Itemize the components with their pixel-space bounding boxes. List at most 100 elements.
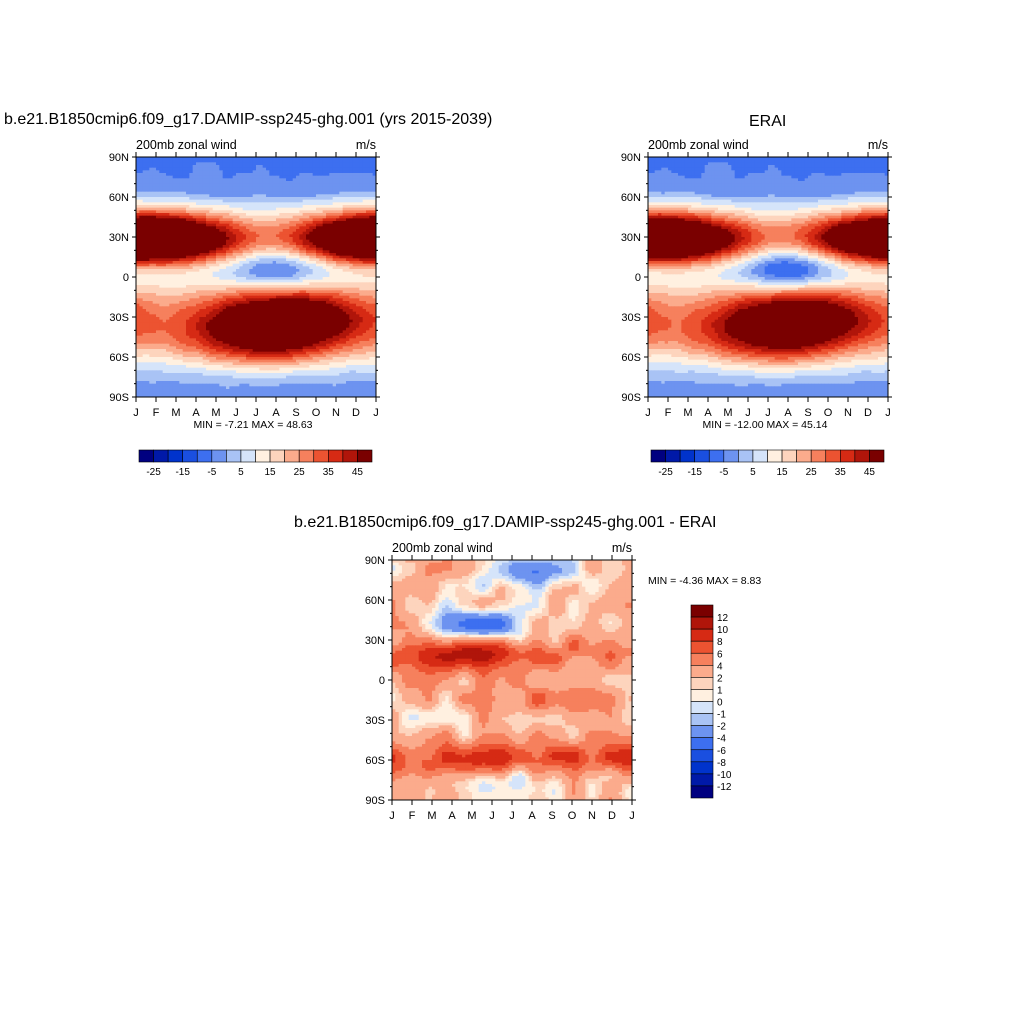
model-field-cell: [266, 253, 270, 257]
model-field-cell: [172, 202, 177, 206]
model-field-cell: [342, 274, 347, 278]
model-field-cell: [286, 218, 290, 222]
model-field-cell: [186, 178, 190, 182]
model-field-cell: [356, 311, 360, 315]
model-field-cell: [179, 274, 184, 278]
model-field-cell: [329, 237, 334, 241]
model-field-cell: [312, 205, 317, 209]
model-field-cell: [202, 199, 207, 203]
model-field-cell: [192, 335, 197, 339]
model-field-cell: [349, 245, 354, 249]
model-field-cell: [229, 202, 234, 206]
model-field-cell: [182, 282, 187, 286]
model-field-cell: [362, 253, 367, 257]
model-field-cell: [312, 167, 317, 171]
model-field-cell: [229, 226, 234, 230]
model-field-cell: [259, 274, 264, 278]
model-field-cell: [219, 327, 224, 331]
model-field-cell: [199, 175, 204, 179]
model-field-cell: [246, 239, 250, 243]
model-field-cell: [179, 173, 184, 177]
model-field-cell: [292, 165, 297, 169]
model-field-cell: [316, 205, 320, 209]
model-field-cell: [236, 253, 240, 257]
model-field-cell: [179, 181, 184, 185]
model-field-cell: [162, 167, 167, 171]
model-field-cell: [142, 186, 147, 190]
model-field-cell: [269, 285, 274, 289]
model-field-cell: [286, 271, 290, 275]
model-field-cell: [286, 293, 290, 297]
model-field-cell: [166, 263, 170, 267]
model-field-cell: [212, 186, 217, 190]
model-field-cell: [219, 231, 224, 235]
model-field-cell: [252, 178, 257, 182]
model-field-cell: [286, 314, 290, 318]
model-field-cell: [156, 159, 160, 163]
model-field-cell: [246, 207, 250, 211]
model-field-cell: [372, 210, 377, 214]
model-field-cell: [179, 162, 184, 166]
model-field-cell: [199, 253, 204, 257]
model-field-cell: [272, 255, 277, 259]
model-field-cell: [212, 218, 217, 222]
model-field-cell: [226, 293, 230, 297]
model-field-cell: [162, 255, 167, 259]
model-field-cell: [322, 317, 327, 321]
model-field-cell: [322, 181, 327, 185]
model-field-cell: [289, 229, 294, 233]
model-field-cell: [199, 277, 204, 281]
model-field-cell: [219, 178, 224, 182]
model-field-cell: [196, 325, 200, 329]
model-field-cell: [152, 221, 157, 225]
model-field-cell: [322, 165, 327, 169]
model-field-cell: [269, 213, 274, 217]
model-field-cell: [212, 159, 217, 163]
model-field-cell: [322, 173, 327, 177]
model-field-cell: [362, 175, 367, 179]
model-field-cell: [306, 247, 310, 251]
model-field-cell: [269, 333, 274, 337]
model-field-cell: [276, 250, 280, 254]
model-field-cell: [249, 205, 254, 209]
model-field-cell: [349, 250, 354, 254]
model-field-cell: [276, 335, 280, 339]
model-field-cell: [169, 279, 174, 283]
model-field-cell: [356, 253, 360, 257]
model-field-cell: [366, 175, 370, 179]
model-field-cell: [189, 239, 194, 243]
model-field-cell: [312, 322, 317, 326]
model-field-cell: [286, 250, 290, 254]
model-field-cell: [232, 247, 237, 251]
model-field-cell: [252, 271, 257, 275]
model-field-cell: [339, 325, 344, 329]
model-field-cell: [279, 162, 284, 166]
model-field-cell: [306, 311, 310, 315]
model-field-cell: [192, 199, 197, 203]
model-field-cell: [279, 189, 284, 193]
model-field-cell: [299, 303, 304, 307]
model-field-cell: [272, 285, 277, 289]
model-field-cell: [259, 210, 264, 214]
model-field-cell: [142, 306, 147, 310]
model-field-cell: [259, 237, 264, 241]
model-field-cell: [329, 186, 334, 190]
model-field-cell: [222, 234, 227, 238]
model-field-cell: [322, 271, 327, 275]
model-field-cell: [136, 341, 140, 345]
model-field-cell: [186, 322, 190, 326]
model-field-cell: [229, 159, 234, 163]
model-field-cell: [176, 295, 180, 299]
model-field-cell: [366, 258, 370, 262]
model-field-cell: [156, 285, 160, 289]
model-field-cell: [159, 269, 164, 273]
model-field-cell: [339, 301, 344, 305]
model-field-cell: [296, 205, 300, 209]
model-field-cell: [289, 311, 294, 315]
model-field-cell: [139, 221, 144, 225]
model-field-cell: [332, 263, 337, 267]
model-field-cell: [232, 303, 237, 307]
model-field-cell: [289, 314, 294, 318]
model-field-cell: [159, 327, 164, 331]
model-field-cell: [289, 269, 294, 273]
